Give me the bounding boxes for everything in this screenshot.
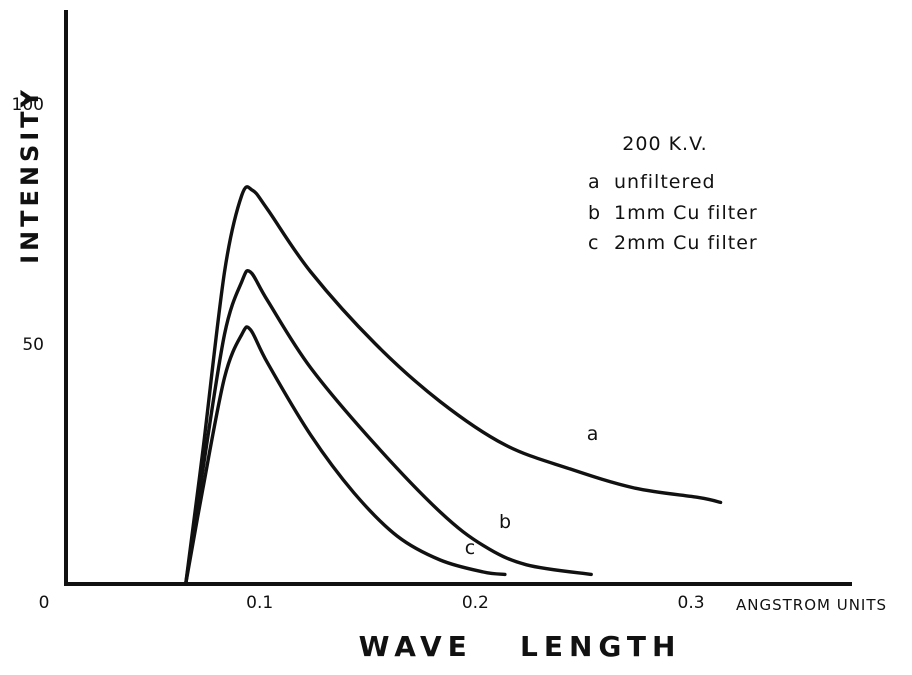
legend-key: a (588, 171, 601, 193)
series-curves (184, 185, 723, 586)
series-label-c: c (465, 537, 475, 559)
axes (64, 10, 852, 586)
legend-key: c (588, 232, 599, 254)
legend-item-c: c 2mm Cu filter (588, 232, 758, 254)
y-tick-label: 100 (12, 95, 44, 115)
legend-item-a: a unfiltered (588, 171, 716, 193)
x-axis-title: WAVE LENGTH (359, 630, 682, 663)
legend-text: unfiltered (614, 171, 716, 193)
series-line-c (184, 325, 507, 586)
y-axis-title: INTENSITY (16, 86, 44, 264)
series-line-a (184, 185, 723, 586)
legend-item-b: b 1mm Cu filter (588, 202, 758, 224)
series-label-a: a (587, 423, 599, 445)
legend-title: 200 K.V. (622, 133, 707, 155)
y-tick-label: 50 (22, 335, 44, 355)
tick-labels: 0 0.1 0.2 0.3 50 100 (12, 95, 705, 613)
x-tick-label: 0 (39, 593, 50, 613)
x-tick-label: 0.1 (246, 593, 273, 613)
series-line-b (184, 269, 593, 586)
x-tick-label: 0.2 (462, 593, 489, 613)
x-axis-unit-label: ANGSTROM UNITS (736, 596, 887, 614)
series-label-b: b (499, 511, 511, 533)
legend-text: 2mm Cu filter (614, 232, 758, 254)
legend-key: b (588, 202, 601, 224)
x-tick-label: 0.3 (678, 593, 705, 613)
series-labels: a b c (465, 423, 599, 559)
legend-text: 1mm Cu filter (614, 202, 758, 224)
legend: 200 K.V. a unfiltered b 1mm Cu filter c … (588, 133, 758, 254)
